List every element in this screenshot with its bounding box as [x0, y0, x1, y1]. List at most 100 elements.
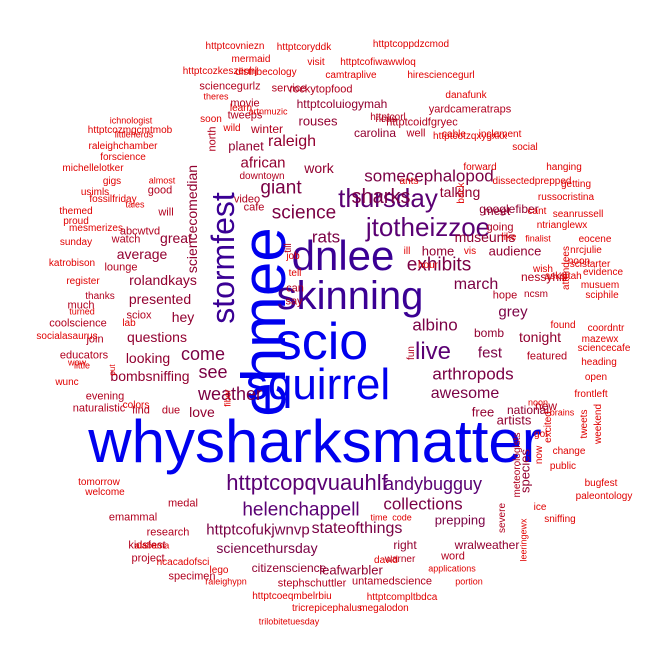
cloud-word: tales: [125, 199, 145, 210]
cloud-word: open: [584, 372, 608, 383]
cloud-word: public: [549, 461, 577, 472]
cloud-word: ncsm: [524, 289, 548, 300]
cloud-word: citizenscience: [251, 561, 327, 575]
cloud-word: stormfest: [205, 192, 241, 324]
cloud-word: soon: [200, 114, 222, 125]
cloud-word: winter: [250, 122, 284, 136]
cloud-word: bomb: [473, 326, 505, 340]
cloud-word: thanks: [85, 291, 115, 302]
cloud-word: ants: [399, 176, 419, 187]
cloud-word: inclement: [478, 129, 522, 140]
cloud-word: can: [286, 282, 304, 295]
cloud-word: join: [86, 333, 104, 346]
cloud-word: turned: [69, 306, 95, 317]
cloud-word: portion: [455, 576, 483, 587]
cloud-word: cable: [442, 129, 466, 140]
cloud-word: usimls: [80, 187, 110, 198]
cloud-word: social: [512, 142, 538, 153]
cloud-word: raleigh: [267, 133, 317, 150]
cloud-word: themed: [59, 206, 93, 217]
cloud-word: good: [147, 184, 173, 197]
cloud-word: httptcozmgcmtmob: [87, 125, 173, 136]
cloud-word: educators: [59, 349, 109, 362]
cloud-word: sniffing: [544, 514, 576, 525]
cloud-word: nessyhill: [520, 270, 568, 284]
cloud-word: coolscience: [49, 317, 107, 330]
cloud-word: carolina: [353, 126, 397, 140]
cloud-word: museums: [454, 229, 516, 245]
cloud-word: theres: [203, 91, 229, 102]
cloud-word: collections: [383, 494, 463, 514]
cloud-word: warner: [384, 554, 416, 565]
cloud-word: tonight: [518, 329, 562, 345]
cloud-word: somecephalopod: [364, 166, 494, 186]
cloud-word: scio: [275, 313, 369, 371]
cloud-word: hour: [417, 260, 439, 271]
cloud-word: welcome: [85, 487, 125, 498]
cloud-word: ichnologist: [109, 115, 153, 126]
cloud-word: brains: [549, 407, 575, 418]
cloud-word: artists: [496, 412, 532, 428]
cloud-word: weekend: [593, 403, 604, 445]
cloud-word: meteorologists: [512, 432, 523, 498]
cloud-word: featured: [526, 350, 568, 363]
cloud-word: skinning: [276, 274, 424, 318]
cloud-word: mazewx: [581, 334, 619, 345]
cloud-word: httptcotzqxygxkx: [433, 131, 507, 142]
cloud-word: got: [534, 429, 548, 440]
cloud-word: katrobison: [48, 258, 96, 269]
cloud-word: hanging: [546, 162, 582, 173]
cloud-word: sciphile: [585, 290, 619, 301]
cloud-word: paleontology: [575, 491, 633, 502]
cloud-word: well: [406, 127, 426, 140]
cloud-word: distribecology: [235, 67, 297, 78]
cloud-word: helenchappell: [242, 499, 360, 521]
cloud-word: littleherds: [114, 129, 154, 140]
cloud-word: planet: [228, 138, 264, 154]
cloud-word: love: [189, 404, 215, 420]
cloud-word: video: [233, 193, 261, 206]
cloud-word: httptcoluiogymah: [296, 97, 388, 111]
cloud-word: bugfest: [584, 478, 618, 489]
cloud-word: fun: [406, 346, 417, 360]
cloud-word: service: [271, 82, 307, 95]
cloud-word: live: [414, 338, 452, 365]
cloud-word: sciox: [126, 309, 152, 322]
cloud-word: evidence: [582, 267, 624, 278]
cloud-word: watch: [111, 233, 141, 246]
cloud-word: danafunk: [445, 90, 487, 101]
cloud-word: north: [206, 126, 219, 152]
cloud-word: stateofthings: [311, 520, 403, 537]
cloud-word: presented: [128, 291, 192, 307]
cloud-word: raleighypn: [205, 576, 247, 587]
cloud-word: raleighchamber: [88, 141, 158, 152]
cloud-word: code: [392, 512, 412, 523]
cloud-word: now: [534, 445, 545, 465]
cloud-word: forward: [463, 162, 497, 173]
cloud-word: mesmerizes: [69, 223, 123, 234]
cloud-word: camtraplive: [325, 70, 377, 81]
cloud-word: tweeps: [227, 109, 263, 122]
cloud-word: whysharksmatter: [88, 408, 542, 475]
cloud-word: squirrel: [245, 360, 391, 409]
cloud-word: prepping: [434, 512, 486, 528]
cloud-word: dissectedprepped: [492, 176, 572, 187]
cloud-word: bombsniffing: [110, 368, 190, 384]
cloud-word: httptcovniezn: [205, 41, 265, 52]
cloud-word: little: [73, 360, 91, 371]
cloud-word: trilobitetuesday: [258, 616, 320, 627]
cloud-word: rouses: [298, 113, 338, 129]
cloud-word: scistarter: [569, 259, 611, 270]
cloud-word: heading: [581, 357, 617, 368]
cloud-word: httptcompltbdca: [366, 592, 438, 603]
cloud-word: httptcoppdzcmod: [372, 39, 450, 50]
cloud-word: megalodon: [359, 603, 409, 614]
cloud-word: fossilfriday: [89, 194, 137, 205]
cloud-word: wow: [67, 357, 87, 368]
cloud-word: march: [453, 276, 499, 293]
cloud-word: meet: [483, 204, 511, 218]
cloud-word: asks: [544, 271, 566, 282]
cloud-word: httptcorl: [370, 112, 406, 123]
cloud-word: register: [66, 276, 100, 287]
cloud-word: httptcopqvuauhlf: [226, 470, 388, 495]
